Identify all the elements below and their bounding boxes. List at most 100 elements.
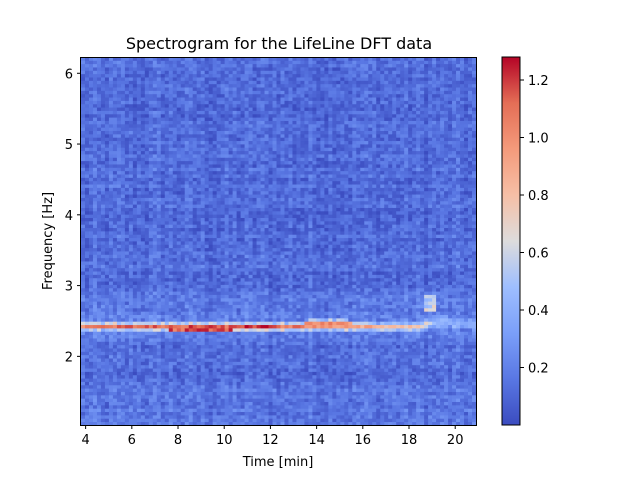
heatmap-cell [228,281,234,285]
heatmap-cell [244,174,249,178]
heatmap-cell [92,237,98,242]
heatmap-cell [204,70,210,75]
heatmap-cell [200,277,206,282]
heatmap-cell [208,277,214,282]
heatmap-cell [172,180,178,185]
heatmap-cell [88,301,94,305]
heatmap-cell [184,224,190,229]
heatmap-cell [228,200,234,205]
heatmap-cell [168,224,174,229]
heatmap-cell [81,394,86,399]
heatmap-cell [236,164,241,168]
heatmap-cell [104,421,110,426]
heatmap-cell [172,103,178,108]
heatmap-cell [160,133,166,138]
heatmap-cell [144,344,150,349]
heatmap-cell [188,154,194,158]
heatmap-cell [220,140,226,145]
heatmap-cell [200,67,206,71]
heatmap-cell [256,271,261,275]
heatmap-cell [104,167,110,172]
heatmap-cell [168,418,174,423]
heatmap-cell [81,157,86,162]
heatmap-cell [224,174,230,178]
heatmap-cell [188,120,194,125]
heatmap-cell [216,301,222,305]
heatmap-cell [128,127,134,131]
heatmap-cell [200,177,206,182]
heatmap-cell [208,110,214,115]
heatmap-cell [196,304,202,309]
heatmap-cell [108,381,114,386]
heatmap-cell [84,384,90,389]
heatmap-cell [200,127,206,131]
heatmap-cell [116,391,122,396]
heatmap-cell [208,257,214,262]
heatmap-cell [164,237,170,242]
heatmap-cell [96,311,102,315]
heatmap-cell [152,418,158,423]
heatmap-cell [152,234,158,239]
heatmap-cell [124,381,130,386]
heatmap-cell [180,174,186,178]
heatmap-cell [260,351,265,356]
heatmap-cell [104,97,110,101]
heatmap-cell [208,123,214,128]
heatmap-cell [148,321,154,326]
heatmap-cell [124,137,130,142]
heatmap-cell [152,421,158,426]
heatmap-cell [96,234,102,239]
heatmap-cell [81,378,86,382]
heatmap-cell [248,291,253,295]
heatmap-cell [96,378,102,382]
heatmap-cell [196,351,202,356]
heatmap-cell [232,271,238,275]
heatmap-cell [184,167,190,172]
heatmap-cell [92,123,98,128]
heatmap-cell [84,73,90,78]
heatmap-cell [140,341,146,346]
heatmap-cell [240,194,245,198]
heatmap-cell [188,210,194,215]
heatmap-cell [152,411,158,416]
heatmap-cell [132,147,138,152]
heatmap-cell [196,324,202,329]
heatmap-cell [204,207,210,212]
heatmap-cell [248,361,253,366]
heatmap-cell [152,321,158,326]
heatmap-cell [112,67,118,71]
heatmap-cell [216,164,222,168]
heatmap-cell [244,294,249,299]
heatmap-cell [152,93,158,98]
heatmap-cell [148,378,154,382]
heatmap-cell [172,237,178,242]
heatmap-cell [144,220,150,225]
heatmap-cell [220,217,226,222]
heatmap-cell [132,418,138,423]
heatmap-cell [176,297,182,302]
heatmap-cell [100,364,106,369]
heatmap-cell [188,414,194,419]
heatmap-cell [104,107,110,111]
heatmap-cell [152,90,158,95]
heatmap-cell [252,63,257,68]
heatmap-cell [148,261,154,265]
heatmap-cell [164,361,170,366]
heatmap-cell [144,411,150,416]
heatmap-cell [240,281,245,285]
heatmap-cell [132,358,138,362]
heatmap-cell [128,63,134,68]
heatmap-cell [104,361,110,366]
heatmap-cell [240,204,245,208]
heatmap-cell [172,170,178,175]
heatmap-cell [232,197,238,202]
heatmap-cell [196,287,202,292]
heatmap-cell [164,110,170,115]
heatmap-cell [160,404,166,409]
heatmap-cell [84,167,90,172]
heatmap-cell [188,127,194,131]
heatmap-cell [172,63,178,68]
heatmap-cell [228,261,234,265]
heatmap-cell [224,80,230,85]
heatmap-cell [152,388,158,392]
